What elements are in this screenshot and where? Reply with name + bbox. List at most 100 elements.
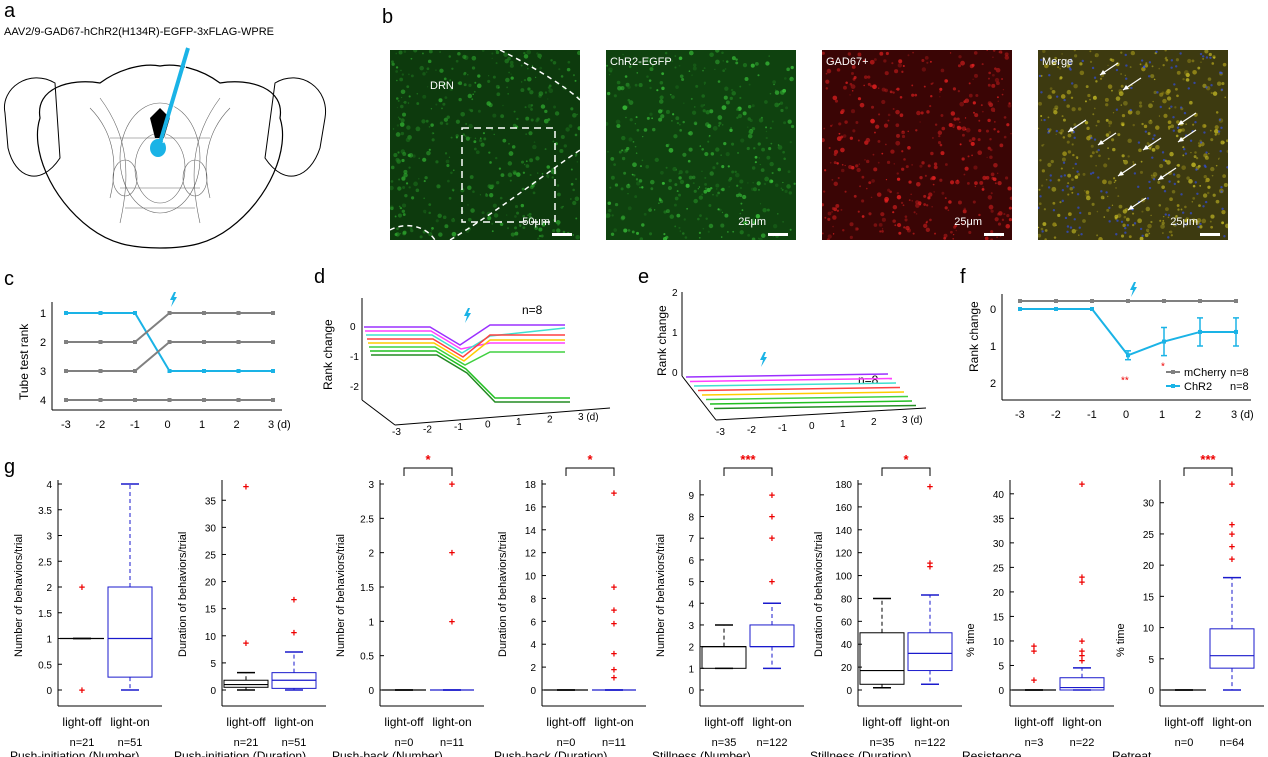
y-tick-label: -2: [350, 382, 359, 393]
series-line: [66, 341, 273, 372]
x-tick-label: -3: [716, 427, 725, 438]
y-tick-label: 1: [40, 308, 46, 320]
data-point: [98, 369, 103, 373]
outlier: +: [449, 479, 455, 491]
scale-bar-label: 25μm: [1170, 216, 1198, 228]
animal-line: [368, 339, 565, 362]
data-point: [133, 398, 137, 402]
n-label: n=8: [522, 303, 543, 317]
group-n: n=51: [282, 737, 307, 749]
x-tick-label: 2: [1195, 409, 1201, 421]
y-tick-label: 0: [530, 686, 536, 697]
y-tick-label: 4: [530, 640, 536, 651]
x-tick-label: 1: [1159, 409, 1165, 421]
box: [859, 632, 905, 685]
outlier: +: [291, 628, 297, 640]
y-tick-label: 2.5: [38, 557, 52, 568]
y-tick-label: 35: [205, 496, 217, 507]
y-tick-label: 35: [993, 514, 1005, 525]
y-axis-label: Tube test rank: [17, 323, 31, 400]
outlier: +: [611, 648, 617, 660]
y-axis-label: % time: [1115, 623, 1127, 657]
outlier: +: [1079, 646, 1085, 658]
data-point: [167, 311, 172, 315]
legend-label: mCherry: [1184, 367, 1227, 379]
y-tick-label: 1: [46, 635, 52, 646]
y-tick-label: 3: [46, 532, 52, 543]
group-label: light-on: [752, 715, 791, 729]
group-label: light-off: [704, 715, 744, 729]
y-tick-label: 1: [368, 617, 374, 628]
data-point: [64, 398, 68, 402]
outlier: +: [449, 616, 455, 628]
plot-title: Stillness (Number): [652, 749, 751, 757]
panel-letter-b: b: [382, 6, 394, 28]
y-tick-label: 0.5: [360, 652, 374, 663]
x-tick-label: -2: [96, 419, 106, 431]
micrograph-texture: [1038, 50, 1228, 240]
panel-letter-c: c: [4, 268, 14, 290]
outlier: +: [611, 488, 617, 500]
outlier: +: [1229, 529, 1235, 541]
sig-marker: *: [903, 452, 909, 467]
animal-line: [685, 373, 889, 378]
x-tick-label: -3: [392, 427, 401, 438]
y-tick-label: 5: [688, 578, 694, 589]
y-tick-label: 2: [40, 337, 46, 349]
y-axis-label: Rank change: [655, 305, 669, 376]
animal-line: [713, 404, 917, 410]
micrograph-label: ChR2-EGFP: [610, 56, 672, 68]
y-tick-label: 2.5: [360, 514, 374, 525]
data-point: [1198, 329, 1202, 334]
x-axis: [715, 407, 927, 421]
y-tick-label: 1: [990, 341, 996, 353]
panel-letter-g: g: [4, 456, 16, 478]
data-point: [1234, 329, 1238, 334]
data-point: [1018, 299, 1022, 303]
outlier: +: [769, 512, 775, 524]
outlier: +: [927, 558, 933, 570]
outlier: +: [1079, 577, 1085, 589]
panel-letter-f: f: [960, 266, 966, 288]
box: [223, 679, 269, 688]
y-axis-label: % time: [965, 623, 977, 657]
y-tick-label: 3.5: [38, 506, 52, 517]
y-tick-label: 0: [46, 686, 52, 697]
outlier: +: [449, 548, 455, 560]
group-n: n=122: [757, 737, 788, 749]
plot-title: Push-back (Duration): [494, 749, 607, 757]
data-point: [1090, 307, 1094, 311]
micrograph-texture: [822, 50, 1012, 240]
x-axis: [394, 407, 611, 426]
animal-line: [689, 377, 893, 383]
scale-bar: [768, 233, 788, 236]
sig-bracket: [1183, 467, 1233, 476]
x-tick-label: 1: [516, 417, 522, 428]
group-label: light-on: [910, 715, 949, 729]
y-tick-label: 15: [1143, 592, 1155, 603]
y-tick-label: 1.5: [360, 583, 374, 594]
y-tick-label: 5: [210, 659, 216, 670]
y-tick-label: 15: [205, 605, 217, 616]
data-point: [236, 311, 241, 315]
scale-bar-label: 50μm: [522, 216, 550, 228]
y-tick-label: 8: [688, 513, 694, 524]
y-tick-label: -1: [350, 352, 359, 363]
animal-line: [366, 327, 566, 354]
x-tick-label: 1: [199, 419, 205, 431]
x-tick-label: -1: [778, 423, 787, 434]
group-n: n=0: [395, 737, 414, 749]
y-tick-label: 160: [835, 503, 852, 514]
y-tick-label: 0: [846, 686, 852, 697]
y-axis-label: Rank change: [967, 301, 981, 372]
outlier: +: [79, 685, 85, 697]
axis-depth: [361, 399, 396, 426]
y-tick-label: 2: [688, 643, 694, 654]
y-tick-label: 0: [990, 304, 996, 316]
y-tick-label: 2: [368, 549, 374, 560]
outlier: +: [1229, 554, 1235, 566]
x-tick-label: 1: [840, 419, 846, 430]
outlier: +: [611, 664, 617, 676]
data-point: [98, 340, 103, 344]
y-tick-label: 0: [998, 686, 1004, 697]
